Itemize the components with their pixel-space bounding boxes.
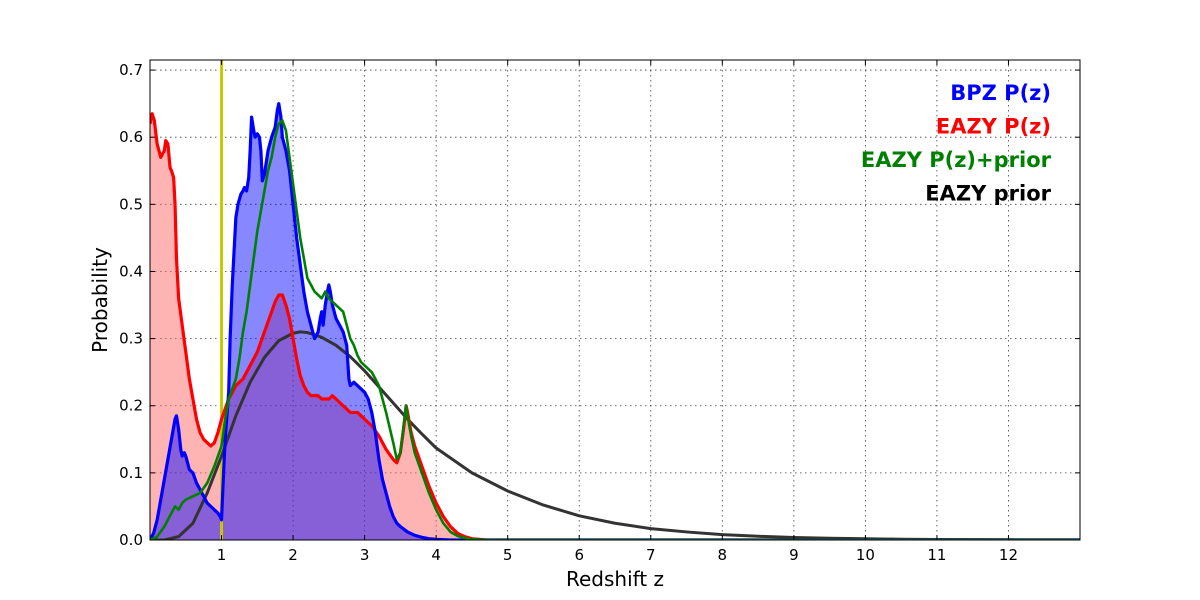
x-tick-label: 3 xyxy=(360,546,370,564)
x-tick-label: 11 xyxy=(927,546,946,564)
x-tick-label: 12 xyxy=(999,546,1018,564)
legend-entry: BPZ P(z) xyxy=(950,81,1051,105)
series-line-bpz-p-z- xyxy=(150,102,1080,540)
legend-entry: EAZY P(z)+prior xyxy=(861,148,1052,172)
plot-frame xyxy=(149,59,1081,541)
x-axis-label: Redshift z xyxy=(566,567,664,591)
x-tick-label: 5 xyxy=(503,546,513,564)
y-tick-label: 0.7 xyxy=(119,61,143,79)
x-tick-label: 10 xyxy=(856,546,875,564)
x-tick-label: 9 xyxy=(789,546,799,564)
y-tick-label: 0.2 xyxy=(119,397,143,415)
y-tick-label: 0.6 xyxy=(119,128,143,146)
legend-entry: EAZY P(z) xyxy=(936,115,1051,139)
y-axis-label: Probability xyxy=(88,247,112,353)
x-tick-label: 4 xyxy=(431,546,441,564)
axis-ticks: 1 2 3 4 5 6 7 8 9 10 11 120.00.10.20.30.40.50.60.7 xyxy=(119,60,1080,564)
x-tick-label: 7 xyxy=(646,546,656,564)
x-tick-label: 8 xyxy=(718,546,728,564)
legend-entry: EAZY prior xyxy=(925,182,1051,206)
y-tick-label: 0.1 xyxy=(119,464,143,482)
series-line-eazy-p-z-prior xyxy=(150,119,1080,540)
y-tick-label: 0.5 xyxy=(119,195,143,213)
grid-lines xyxy=(150,60,1080,541)
x-tick-label: 2 xyxy=(288,546,298,564)
area-fill-eazy-p-z- xyxy=(150,113,1080,540)
y-tick-label: 0.3 xyxy=(119,330,143,348)
y-tick-label: 0.0 xyxy=(119,531,143,549)
legend: BPZ P(z) EAZY P(z) EAZY P(z)+prior EAZY pri… xyxy=(861,81,1052,206)
x-tick-label: 1 xyxy=(217,546,227,564)
plot-area xyxy=(150,60,1080,540)
y-tick-label: 0.4 xyxy=(119,262,143,280)
x-tick-label: 6 xyxy=(574,546,584,564)
